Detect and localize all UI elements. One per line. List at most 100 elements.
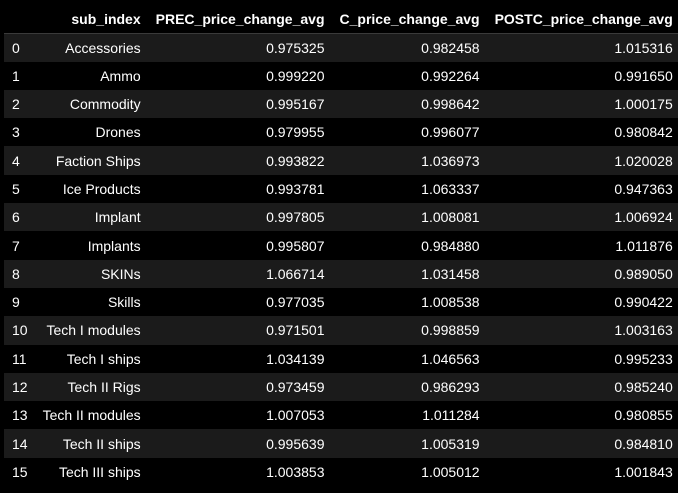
cell-postc-price-change-avg: 0.991650 bbox=[614, 67, 673, 84]
row-index: 13 bbox=[12, 407, 28, 424]
cell-prec-price-change-avg: 0.999220 bbox=[266, 67, 325, 84]
cell-prec-price-change-avg: 0.971501 bbox=[266, 322, 325, 339]
cell-sub-index: Tech I modules bbox=[46, 322, 141, 339]
cell-postc-price-change-avg: 1.000175 bbox=[614, 96, 673, 113]
column-header-postc-price-change-avg: POSTC_price_change_avg bbox=[488, 5, 678, 34]
cell-postc-price-change-avg: 0.984810 bbox=[614, 435, 673, 452]
cell-c-price-change-avg: 0.982458 bbox=[421, 39, 480, 56]
cell-prec-price-change-avg: 0.995167 bbox=[266, 96, 325, 113]
cell-postc-price-change-avg: 1.020028 bbox=[614, 152, 673, 169]
cell-postc-price-change-avg: 1.011876 bbox=[615, 237, 673, 254]
cell-postc-price-change-avg: 1.003163 bbox=[614, 322, 673, 339]
cell-sub-index: Accessories bbox=[65, 39, 141, 56]
cell-c-price-change-avg: 1.063337 bbox=[421, 180, 480, 197]
cell-postc-price-change-avg: 0.990422 bbox=[614, 294, 673, 311]
cell-c-price-change-avg: 1.011284 bbox=[422, 407, 480, 424]
row-index: 15 bbox=[12, 463, 28, 480]
row-index: 7 bbox=[12, 237, 20, 254]
header-row: sub_index PREC_price_change_avg C_price_… bbox=[4, 5, 678, 34]
table-row: 13 Tech II modules 1.007053 1.011284 0.98085… bbox=[4, 401, 678, 430]
table-row: 2 Commodity 0.995167 0.998642 1.000175 bbox=[4, 89, 678, 119]
cell-sub-index: Implant bbox=[94, 209, 141, 226]
cell-sub-index: Commodity bbox=[69, 96, 141, 113]
cell-sub-index: Tech I ships bbox=[66, 350, 141, 367]
table-row: 11 Tech I ships 1.034139 1.046563 0.995233 bbox=[4, 344, 678, 373]
cell-sub-index: Drones bbox=[95, 124, 141, 141]
cell-postc-price-change-avg: 1.001843 bbox=[614, 463, 673, 480]
cell-c-price-change-avg: 0.984880 bbox=[421, 237, 480, 254]
cell-prec-price-change-avg: 1.007053 bbox=[266, 407, 325, 424]
column-header-prec-price-change-avg: PREC_price_change_avg bbox=[149, 5, 334, 34]
cell-prec-price-change-avg: 1.034139 bbox=[266, 350, 325, 367]
table-row: 9 Skills 0.977035 1.008538 0.990422 bbox=[4, 287, 678, 317]
cell-sub-index: Tech II ships bbox=[62, 435, 141, 452]
table-row: 8 SKINs 1.066714 1.031458 0.989050 bbox=[4, 259, 678, 288]
cell-prec-price-change-avg: 0.993822 bbox=[266, 152, 325, 169]
table-row: 10 Tech I modules 0.971501 0.998859 1.003163 bbox=[4, 316, 678, 345]
table-row: 5 Ice Products 0.993781 1.063337 0.947363 bbox=[4, 174, 678, 204]
row-index: 9 bbox=[12, 294, 20, 311]
cell-c-price-change-avg: 0.986293 bbox=[421, 379, 480, 395]
cell-postc-price-change-avg: 0.947363 bbox=[614, 180, 673, 197]
row-index: 10 bbox=[12, 322, 28, 339]
table-row: 7 Implants 0.995807 0.984880 1.011876 bbox=[4, 231, 678, 260]
cell-c-price-change-avg: 1.036973 bbox=[421, 152, 480, 169]
index-header bbox=[4, 5, 37, 34]
cell-sub-index: Tech II modules bbox=[42, 407, 141, 424]
row-index: 4 bbox=[12, 152, 20, 169]
cell-sub-index: Faction Ships bbox=[55, 152, 141, 169]
table-row: 14 Tech II ships 0.995639 1.005319 0.984810 bbox=[4, 429, 678, 458]
cell-prec-price-change-avg: 0.973459 bbox=[266, 379, 325, 395]
cell-sub-index: Ice Products bbox=[62, 180, 141, 197]
cell-postc-price-change-avg: 0.980855 bbox=[614, 407, 673, 424]
cell-c-price-change-avg: 1.008538 bbox=[421, 294, 480, 311]
cell-prec-price-change-avg: 0.995639 bbox=[266, 435, 325, 452]
dataframe-table: sub_index PREC_price_change_avg C_price_… bbox=[4, 5, 678, 487]
table-row: 12 Tech II Rigs 0.973459 0.986293 0.985240 bbox=[4, 372, 678, 402]
cell-c-price-change-avg: 1.031458 bbox=[421, 265, 480, 282]
row-index: 0 bbox=[12, 39, 20, 56]
cell-prec-price-change-avg: 0.979955 bbox=[266, 124, 325, 141]
table-row: 1 Ammo 0.999220 0.992264 0.991650 bbox=[4, 61, 678, 90]
cell-c-price-change-avg: 1.005319 bbox=[421, 435, 480, 452]
table-row: 15 Tech III ships 1.003853 1.005012 1.001843 bbox=[4, 457, 678, 487]
row-index: 11 bbox=[12, 350, 27, 367]
cell-prec-price-change-avg: 0.995807 bbox=[266, 237, 325, 254]
table-body: 0 Accessories 0.975325 0.982458 1.015316 1 Amm… bbox=[4, 33, 678, 487]
row-index: 8 bbox=[12, 265, 20, 282]
column-header-sub-index: sub_index bbox=[36, 5, 150, 34]
cell-sub-index: Implants bbox=[87, 237, 141, 254]
cell-sub-index: SKINs bbox=[100, 265, 141, 282]
cell-postc-price-change-avg: 0.985240 bbox=[614, 379, 673, 395]
cell-sub-index: Skills bbox=[107, 294, 141, 311]
cell-postc-price-change-avg: 1.015316 bbox=[614, 39, 673, 56]
table-row: 4 Faction Ships 0.993822 1.036973 1.020028 bbox=[4, 146, 678, 175]
cell-prec-price-change-avg: 0.993781 bbox=[266, 180, 325, 197]
cell-c-price-change-avg: 0.998642 bbox=[421, 96, 480, 113]
cell-sub-index: Tech II Rigs bbox=[67, 379, 141, 395]
row-index: 1 bbox=[12, 67, 20, 84]
cell-c-price-change-avg: 1.008081 bbox=[421, 209, 480, 226]
row-index: 14 bbox=[12, 435, 28, 452]
row-index: 5 bbox=[12, 180, 20, 197]
cell-sub-index: Ammo bbox=[100, 67, 141, 84]
cell-c-price-change-avg: 0.998859 bbox=[421, 322, 480, 339]
column-header-c-price-change-avg: C_price_change_avg bbox=[333, 5, 489, 34]
cell-prec-price-change-avg: 0.977035 bbox=[266, 294, 325, 311]
cell-postc-price-change-avg: 1.006924 bbox=[614, 209, 673, 226]
cell-postc-price-change-avg: 0.980842 bbox=[614, 124, 673, 141]
row-index: 3 bbox=[12, 124, 20, 141]
cell-prec-price-change-avg: 1.003853 bbox=[266, 463, 325, 480]
cell-sub-index: Tech III ships bbox=[58, 463, 141, 480]
table-row: 6 Implant 0.997805 1.008081 1.006924 bbox=[4, 203, 678, 232]
cell-postc-price-change-avg: 0.995233 bbox=[614, 350, 673, 367]
cell-postc-price-change-avg: 0.989050 bbox=[614, 265, 673, 282]
table-header: sub_index PREC_price_change_avg C_price_… bbox=[4, 5, 678, 34]
cell-prec-price-change-avg: 0.975325 bbox=[266, 39, 325, 56]
cell-prec-price-change-avg: 0.997805 bbox=[266, 209, 325, 226]
table-row: 0 Accessories 0.975325 0.982458 1.015316 bbox=[4, 33, 678, 62]
row-index: 2 bbox=[12, 96, 20, 113]
cell-c-price-change-avg: 0.996077 bbox=[421, 124, 480, 141]
table-row: 3 Drones 0.979955 0.996077 0.980842 bbox=[4, 118, 678, 147]
